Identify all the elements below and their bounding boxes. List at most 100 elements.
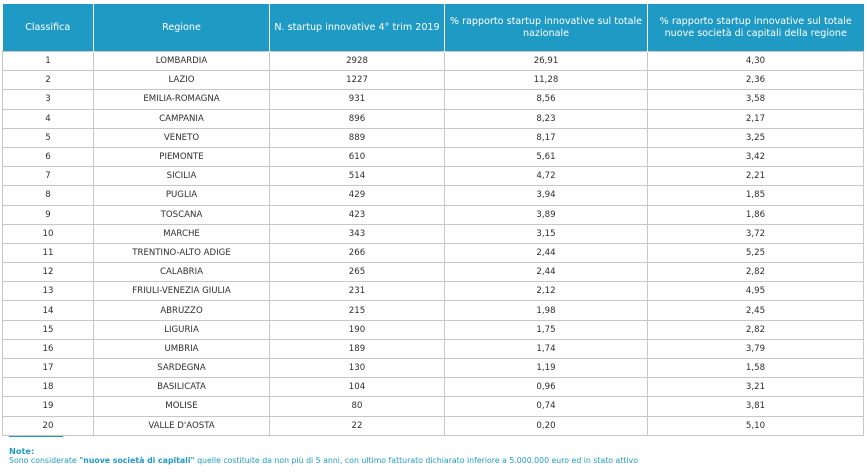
note-title: Note: <box>9 446 35 456</box>
pct-national-cell: 2,44 <box>444 262 648 283</box>
header-pct-new-companies: % rapporto startup innovative sul totale… <box>647 4 864 52</box>
header-pct-national: % rapporto startup innovative sul totale… <box>444 4 648 52</box>
startup-ranking-table: Classifica Regione N. startup innovative… <box>2 4 864 436</box>
table-row: 4 CAMPANIA 896 8,23 2,17 <box>2 108 864 129</box>
rank-cell: 3 <box>2 89 94 110</box>
table-row: 19 MOLISE 80 0,74 3,81 <box>2 396 864 417</box>
rank-cell: 20 <box>2 415 94 436</box>
region-cell: MARCHE <box>93 223 270 244</box>
rank-cell: 15 <box>2 319 94 340</box>
pct-national-cell: 0,20 <box>444 415 648 436</box>
pct-national-cell: 8,56 <box>444 89 648 110</box>
startup-count-cell: 265 <box>269 262 445 283</box>
pct-national-cell: 8,23 <box>444 108 648 129</box>
region-cell: PUGLIA <box>93 185 270 206</box>
startup-count-cell: 80 <box>269 396 445 417</box>
startup-count-cell: 343 <box>269 223 445 244</box>
pct-new-companies-cell: 1,86 <box>647 204 864 225</box>
pct-national-cell: 4,72 <box>444 166 648 187</box>
region-cell: VENETO <box>93 127 270 148</box>
table-row: 6 PIEMONTE 610 5,61 3,42 <box>2 146 864 168</box>
table-header-row: Classifica Regione N. startup innovative… <box>2 4 864 52</box>
pct-new-companies-cell: 2,45 <box>647 300 864 321</box>
rank-cell: 19 <box>2 396 94 417</box>
region-cell: MOLISE <box>93 396 270 417</box>
pct-new-companies-cell: 3,81 <box>647 396 864 417</box>
region-cell: TRENTINO-ALTO ADIGE <box>93 242 270 264</box>
rank-cell: 6 <box>2 146 94 168</box>
pct-new-companies-cell: 2,17 <box>647 108 864 129</box>
region-cell: CALABRIA <box>93 262 270 283</box>
note-divider <box>9 436 63 437</box>
pct-national-cell: 8,17 <box>444 127 648 148</box>
region-cell: PIEMONTE <box>93 146 270 168</box>
header-classifica: Classifica <box>2 4 94 52</box>
pct-new-companies-cell: 1,85 <box>647 185 864 206</box>
rank-cell: 8 <box>2 185 94 206</box>
rank-cell: 17 <box>2 357 94 379</box>
note-text: Sono considerate "nuove società di capit… <box>9 456 638 465</box>
pct-national-cell: 1,19 <box>444 357 648 379</box>
region-cell: VALLE D'AOSTA <box>93 415 270 436</box>
table-row: 1 LOMBARDIA 2928 26,91 4,30 <box>2 50 864 72</box>
pct-new-companies-cell: 3,25 <box>647 127 864 148</box>
rank-cell: 2 <box>2 70 94 91</box>
table-body: 1 LOMBARDIA 2928 26,91 4,30 2 LAZIO 1227 11,28 2,… <box>2 50 864 436</box>
table-row: 15 LIGURIA 190 1,75 2,82 <box>2 319 864 340</box>
header-regione: Regione <box>93 4 270 52</box>
table-row: 10 MARCHE 343 3,15 3,72 <box>2 223 864 244</box>
pct-new-companies-cell: 3,72 <box>647 223 864 244</box>
table-row: 9 TOSCANA 423 3,89 1,86 <box>2 204 864 225</box>
pct-new-companies-cell: 3,21 <box>647 377 864 398</box>
table-row: 11 TRENTINO-ALTO ADIGE 266 2,44 5,25 <box>2 242 864 264</box>
pct-new-companies-cell: 4,30 <box>647 50 864 72</box>
rank-cell: 18 <box>2 377 94 398</box>
rank-cell: 9 <box>2 204 94 225</box>
startup-count-cell: 130 <box>269 357 445 379</box>
pct-national-cell: 1,98 <box>444 300 648 321</box>
startup-count-cell: 231 <box>269 281 445 302</box>
pct-national-cell: 11,28 <box>444 70 648 91</box>
rank-cell: 4 <box>2 108 94 129</box>
pct-national-cell: 0,96 <box>444 377 648 398</box>
region-cell: EMILIA-ROMAGNA <box>93 89 270 110</box>
region-cell: SARDEGNA <box>93 357 270 379</box>
startup-count-cell: 931 <box>269 89 445 110</box>
rank-cell: 13 <box>2 281 94 302</box>
table-row: 14 ABRUZZO 215 1,98 2,45 <box>2 300 864 321</box>
startup-count-cell: 215 <box>269 300 445 321</box>
rank-cell: 7 <box>2 166 94 187</box>
startup-count-cell: 889 <box>269 127 445 148</box>
table-row: 7 SICILIA 514 4,72 2,21 <box>2 166 864 187</box>
table-row: 5 VENETO 889 8,17 3,25 <box>2 127 864 148</box>
pct-national-cell: 1,75 <box>444 319 648 340</box>
region-cell: LAZIO <box>93 70 270 91</box>
pct-new-companies-cell: 2,82 <box>647 262 864 283</box>
pct-national-cell: 1,74 <box>444 338 648 360</box>
ranking-table-container: Classifica Regione N. startup innovative… <box>2 4 864 436</box>
rank-cell: 14 <box>2 300 94 321</box>
table-row: 18 BASILICATA 104 0,96 3,21 <box>2 377 864 398</box>
startup-count-cell: 266 <box>269 242 445 264</box>
region-cell: LOMBARDIA <box>93 50 270 72</box>
pct-new-companies-cell: 2,36 <box>647 70 864 91</box>
rank-cell: 12 <box>2 262 94 283</box>
startup-count-cell: 423 <box>269 204 445 225</box>
pct-new-companies-cell: 2,82 <box>647 319 864 340</box>
rank-cell: 11 <box>2 242 94 264</box>
pct-national-cell: 5,61 <box>444 146 648 168</box>
pct-national-cell: 0,74 <box>444 396 648 417</box>
startup-count-cell: 104 <box>269 377 445 398</box>
note-highlight: "nuove società di capitali" <box>79 456 195 465</box>
region-cell: CAMPANIA <box>93 108 270 129</box>
startup-count-cell: 896 <box>269 108 445 129</box>
note-suffix: quelle costituite da non più di 5 anni, … <box>194 456 638 465</box>
startup-count-cell: 190 <box>269 319 445 340</box>
region-cell: LIGURIA <box>93 319 270 340</box>
table-row: 13 FRIULI-VENEZIA GIULIA 231 2,12 4,95 <box>2 281 864 302</box>
pct-national-cell: 2,44 <box>444 242 648 264</box>
startup-count-cell: 514 <box>269 166 445 187</box>
startup-count-cell: 22 <box>269 415 445 436</box>
startup-count-cell: 189 <box>269 338 445 360</box>
pct-new-companies-cell: 3,42 <box>647 146 864 168</box>
